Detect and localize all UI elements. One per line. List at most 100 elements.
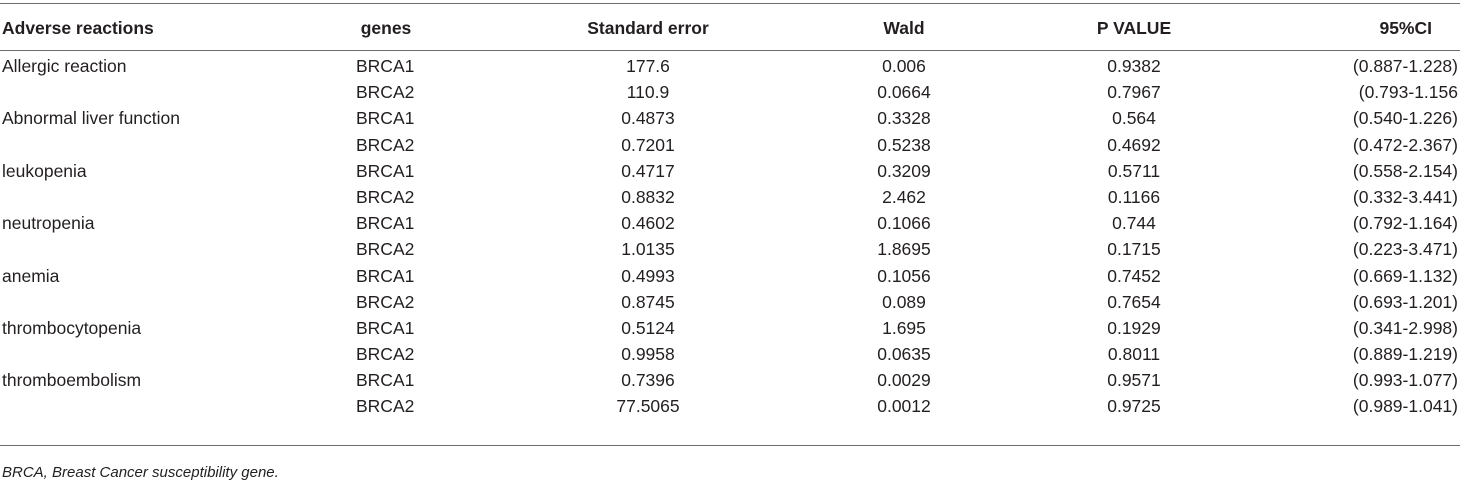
cell-wald: 0.0029	[877, 370, 931, 391]
cell-standard-error: 0.9958	[621, 344, 675, 365]
table-row: thromboembolism BRCA1 0.7396 0.0029 0.9571 (0…	[0, 367, 1460, 393]
header-standard-error: Standard error	[587, 18, 709, 38]
cell-adverse-reaction: thrombocytopenia	[2, 317, 142, 338]
cell-p-value: 0.9382	[1107, 56, 1161, 76]
cell-gene: BRCA2	[356, 134, 415, 155]
cell-standard-error: 0.7396	[621, 370, 675, 391]
cell-standard-error: 0.4873	[621, 108, 675, 129]
cell-p-value: 0.9725	[1107, 396, 1161, 417]
header-p-value: P VALUE	[1096, 18, 1172, 38]
cell-p-value: 0.7654	[1107, 291, 1161, 312]
cell-wald: 1.8695	[877, 239, 931, 260]
cell-gene: BRCA1	[356, 56, 415, 76]
table-row: neutropenia BRCA1 0.4602 0.1066 0.744 (0.792-…	[0, 210, 1460, 236]
table-row: BRCA2 0.9958 0.0635 0.8011 (0.889-1.219)	[0, 341, 1460, 367]
cell-adverse-reaction: anemia	[2, 265, 60, 286]
table-row: BRCA2 0.8745 0.089 0.7654 (0.693-1.201)	[0, 289, 1460, 315]
cell-gene: BRCA2	[356, 239, 415, 260]
cell-95ci: (0.889-1.219)	[1352, 344, 1458, 365]
cell-95ci: (0.558-2.154)	[1352, 160, 1458, 181]
table-row: Allergic reaction BRCA1 177.6 0.006 0.9382 (0…	[0, 53, 1460, 79]
table-header-rule	[0, 50, 1460, 51]
table-header-row: Adverse reactions genes Standard error W…	[0, 4, 1460, 50]
header-genes: genes	[360, 18, 412, 38]
cell-gene: BRCA2	[356, 396, 415, 417]
cell-95ci: (0.693-1.201)	[1352, 291, 1458, 312]
cell-gene: BRCA2	[356, 186, 415, 207]
cell-p-value: 0.4692	[1107, 134, 1161, 155]
cell-adverse-reaction: thromboembolism	[2, 370, 142, 391]
header-95ci: 95%CI	[1379, 18, 1432, 38]
cell-p-value: 0.744	[1112, 213, 1156, 234]
cell-95ci: (0.989-1.041)	[1352, 396, 1458, 417]
header-adverse-reactions: Adverse reactions	[2, 18, 154, 38]
cell-gene: BRCA1	[356, 370, 415, 391]
cell-95ci: (0.472-2.367)	[1352, 134, 1458, 155]
table-row: BRCA2 110.9 0.0664 0.7967 (0.793-1.156	[0, 79, 1460, 105]
cell-standard-error: 110.9	[626, 82, 670, 103]
header-wald: Wald	[883, 18, 925, 38]
cell-95ci: (0.669-1.132)	[1352, 265, 1458, 286]
cell-p-value: 0.5711	[1107, 160, 1161, 181]
cell-wald: 2.462	[882, 186, 926, 207]
cell-standard-error: 0.7201	[621, 134, 675, 155]
cell-95ci: (0.792-1.164)	[1352, 213, 1458, 234]
cell-gene: BRCA1	[356, 160, 415, 181]
cell-gene: BRCA1	[356, 108, 415, 129]
table-body: Allergic reaction BRCA1 177.6 0.006 0.9382 (0…	[0, 53, 1460, 420]
cell-95ci: (0.993-1.077)	[1352, 370, 1458, 391]
table-row: BRCA2 1.0135 1.8695 0.1715 (0.223-3.471)	[0, 236, 1460, 262]
table-row: leukopenia BRCA1 0.4717 0.3209 0.5711 (0.558-…	[0, 158, 1460, 184]
cell-95ci: (0.540-1.226)	[1352, 108, 1458, 129]
cell-95ci: (0.332-3.441)	[1352, 186, 1458, 207]
cell-p-value: 0.9571	[1107, 370, 1161, 391]
cell-gene: BRCA2	[356, 344, 415, 365]
cell-gene: BRCA1	[356, 213, 415, 234]
cell-standard-error: 0.5124	[621, 317, 675, 338]
table-row: anemia BRCA1 0.4993 0.1056 0.7452 (0.669-1.13…	[0, 263, 1460, 289]
cell-wald: 0.006	[882, 56, 926, 76]
table-row: Abnormal liver function BRCA1 0.4873 0.3328…	[0, 105, 1460, 131]
cell-p-value: 0.564	[1112, 108, 1156, 129]
cell-wald: 1.695	[882, 317, 926, 338]
table-row: BRCA2 0.8832 2.462 0.1166 (0.332-3.441)	[0, 184, 1460, 210]
table-row: BRCA2 77.5065 0.0012 0.9725 (0.989-1.041)	[0, 393, 1460, 419]
cell-gene: BRCA2	[356, 82, 415, 103]
cell-gene: BRCA1	[356, 265, 415, 286]
cell-wald: 0.0664	[877, 82, 931, 103]
cell-wald: 0.1066	[877, 213, 931, 234]
cell-p-value: 0.7452	[1107, 265, 1161, 286]
cell-p-value: 0.7967	[1107, 82, 1161, 103]
cell-standard-error: 0.8745	[621, 291, 675, 312]
cell-adverse-reaction: leukopenia	[2, 160, 87, 181]
cell-95ci: (0.793-1.156	[1358, 82, 1458, 103]
cell-standard-error: 0.4602	[621, 213, 675, 234]
cell-95ci: (0.341-2.998)	[1352, 317, 1458, 338]
cell-standard-error: 0.4993	[621, 265, 675, 286]
cell-gene: BRCA2	[356, 291, 415, 312]
cell-95ci: (0.887-1.228)	[1352, 56, 1458, 76]
table-top-rule	[0, 3, 1460, 4]
cell-wald: 0.5238	[877, 134, 931, 155]
table-row: BRCA2 0.7201 0.5238 0.4692 (0.472-2.367)	[0, 132, 1460, 158]
cell-standard-error: 0.4717	[621, 160, 675, 181]
cell-wald: 0.1056	[877, 265, 931, 286]
cell-standard-error: 77.5065	[616, 396, 680, 417]
cell-wald: 0.0012	[877, 396, 931, 417]
cell-gene: BRCA1	[356, 317, 415, 338]
cell-wald: 0.089	[882, 291, 926, 312]
cell-wald: 0.3209	[877, 160, 931, 181]
cell-standard-error: 1.0135	[621, 239, 675, 260]
cell-adverse-reaction: neutropenia	[2, 213, 95, 234]
table-row: thrombocytopenia BRCA1 0.5124 1.695 0.1929 (0…	[0, 315, 1460, 341]
table-bottom-rule	[0, 445, 1460, 446]
cell-95ci: (0.223-3.471)	[1352, 239, 1458, 260]
cell-standard-error: 0.8832	[621, 186, 675, 207]
cell-p-value: 0.8011	[1107, 344, 1161, 365]
table-footnote: BRCA, Breast Cancer susceptibility gene.	[2, 464, 279, 481]
cell-wald: 0.0635	[877, 344, 931, 365]
cell-p-value: 0.1715	[1107, 239, 1161, 260]
cell-adverse-reaction: Abnormal liver function	[2, 108, 180, 129]
cell-wald: 0.3328	[877, 108, 931, 129]
cell-adverse-reaction: Allergic reaction	[2, 56, 127, 76]
